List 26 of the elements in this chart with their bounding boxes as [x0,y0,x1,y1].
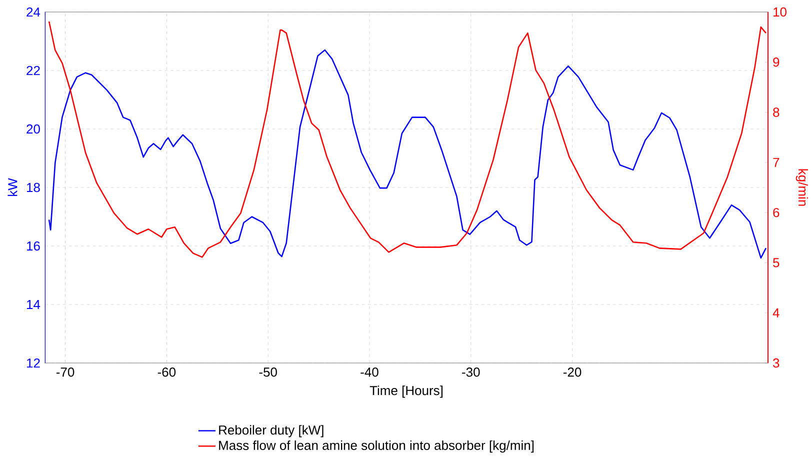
y-axis-title: kW [8,178,18,196]
legend-label: Mass flow of lean amine solution into absorber [kg/min] [219,440,534,453]
x-tick-label: -60 [158,368,176,377]
y2-tick-label: 5 [773,258,780,268]
y2-tick-label: 6 [773,208,780,218]
y-tick-label: 14 [26,300,40,309]
y-tick-label: 22 [26,66,40,76]
y-tick-label: 12 [26,358,40,368]
y2-tick-label: 10 [774,7,786,17]
y-tick-label: 16 [26,241,40,251]
y2-tick-label: 7 [773,158,780,167]
x-tick-label: -70 [56,368,74,377]
y2-tick-label: 3 [773,358,780,368]
x-tick-label: -50 [259,368,277,377]
y-tick-label: 18 [26,182,40,192]
y-tick-label: 24 [26,7,40,17]
x-tick-label: -30 [462,368,480,377]
x-axis-title: Time [Hours] [370,386,443,398]
x-tick-label: -40 [360,368,378,377]
y2-tick-label: 8 [773,108,780,117]
y2-tick-label: 4 [772,308,780,318]
y-tick-label: 20 [26,124,40,134]
legend-label: Reboiler duty [kW] [219,425,324,438]
y2-tick-label: 9 [773,58,780,67]
y2-axis-title: kg/min [796,169,808,206]
x-tick-label: -20 [563,368,582,377]
